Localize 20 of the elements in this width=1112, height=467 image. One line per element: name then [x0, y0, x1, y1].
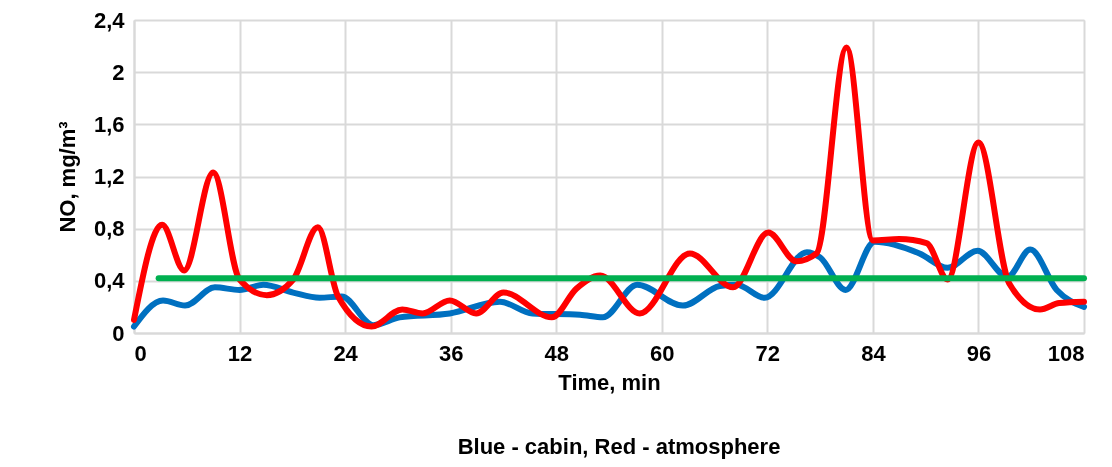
- x-tick-label: 12: [227, 340, 253, 366]
- y-tick-label: 2: [112, 59, 125, 85]
- x-tick-label: 84: [861, 340, 887, 366]
- text: Blue - cabin, Red - atmosphere: [457, 434, 781, 459]
- y-tick-label: 0: [112, 320, 125, 346]
- y-tick-label: 1,6: [93, 111, 125, 137]
- x-tick-label: 72: [755, 340, 781, 366]
- x-tick-label: 60: [650, 340, 675, 366]
- x-tick-label: 0: [134, 340, 147, 366]
- x-tick-label: 48: [544, 340, 569, 366]
- y-tick-label: 0,4: [93, 268, 126, 294]
- y-tick-label: 0,8: [93, 216, 125, 242]
- y-axis-title: NO, mg/m³: [54, 121, 80, 233]
- y-tick-label: 1,2: [93, 164, 125, 189]
- x-tick-label: 24: [333, 340, 359, 366]
- x-tick-label: 36: [438, 340, 464, 366]
- x-tick-label: 96: [966, 340, 992, 366]
- x-tick-label: 108: [1047, 340, 1085, 366]
- x-axis-title: Time, min: [558, 369, 661, 395]
- y-tick-label: 2,4: [93, 7, 126, 33]
